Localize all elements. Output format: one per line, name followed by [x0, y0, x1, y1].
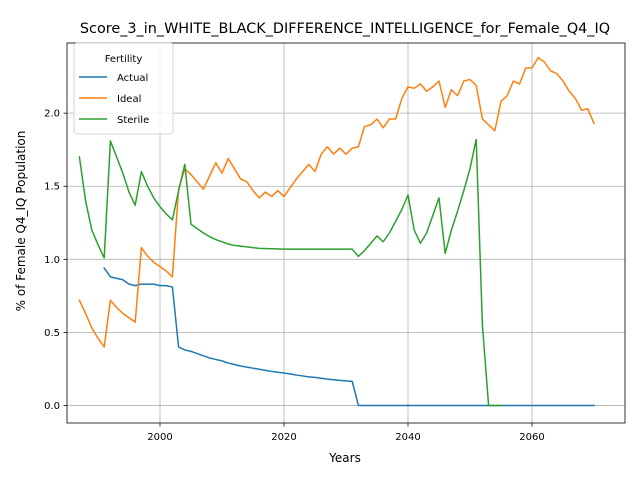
- y-tick-label: 0.5: [44, 328, 60, 339]
- plot-frame: [66, 42, 626, 424]
- x-tick-label: 2000: [147, 432, 172, 443]
- y-tick-label: 2.0: [44, 109, 60, 120]
- legend-title: Fertility: [105, 54, 143, 65]
- x-axis-ticks: 2000 2020 2040 2060: [147, 423, 545, 443]
- y-tick-label: 1.5: [44, 182, 60, 193]
- x-tick-label: 2020: [271, 432, 296, 443]
- legend-label-actual: Actual: [117, 73, 148, 84]
- series-line-actual: [103, 267, 595, 407]
- x-tick-label: 2040: [395, 432, 420, 443]
- legend-label-sterile: Sterile: [117, 115, 149, 126]
- y-axis-ticks: 0.0 0.5 1.0 1.5 2.0: [44, 109, 67, 412]
- y-axis-label: % of Female Q4_IQ Population: [14, 131, 28, 312]
- x-tick-label: 2060: [519, 432, 544, 443]
- legend-label-ideal: Ideal: [117, 94, 141, 105]
- legend-box: [73, 42, 174, 135]
- y-tick-label: 1.0: [44, 255, 60, 266]
- series-lines: [78, 56, 595, 407]
- series-line-ideal: [78, 56, 595, 348]
- x-axis-label: Years: [328, 451, 361, 465]
- legend: Fertility Actual Ideal Sterile: [73, 42, 174, 135]
- y-tick-label: 0.0: [44, 401, 60, 412]
- chart-title: Score_3_in_WHITE_BLACK_DIFFERENCE_INTELL…: [80, 21, 610, 37]
- series-line-sterile: [78, 138, 502, 407]
